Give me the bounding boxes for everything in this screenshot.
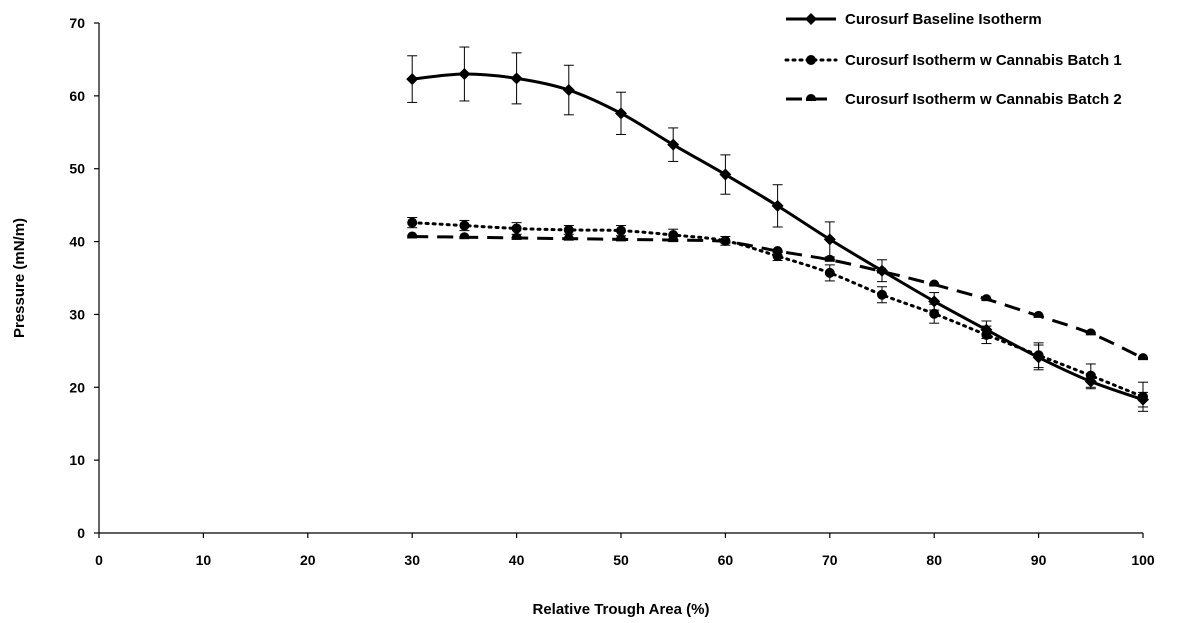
data-point — [1085, 370, 1096, 381]
x-tick-label: 30 — [404, 552, 420, 568]
data-point — [668, 235, 679, 241]
data-point — [459, 220, 470, 231]
data-point-base — [772, 250, 783, 254]
data-point — [824, 267, 835, 278]
data-point-base — [929, 283, 940, 287]
data-point — [511, 223, 522, 234]
data-point — [981, 294, 992, 300]
data-point — [459, 232, 470, 238]
y-axis-title: Pressure (mN/m) — [11, 218, 28, 338]
legend: Curosurf Baseline Isotherm Curosurf Isoth… — [784, 11, 1122, 108]
legend-marker — [805, 13, 817, 25]
data-point — [1138, 353, 1148, 359]
data-point — [929, 279, 940, 285]
data-point — [981, 329, 992, 340]
data-point — [719, 168, 732, 181]
x-tick-label: 70 — [822, 552, 838, 568]
data-point — [1138, 391, 1148, 402]
x-tick-label: 100 — [1131, 552, 1155, 568]
data-point-base — [1033, 314, 1044, 318]
y-tick-label: 60 — [69, 88, 85, 104]
series-line — [410, 221, 1145, 399]
y-tick-label: 40 — [69, 234, 85, 250]
data-point-base — [720, 240, 731, 244]
x-tick-label: 20 — [300, 552, 316, 568]
x-tick-label: 90 — [1031, 552, 1047, 568]
data-point — [772, 251, 783, 262]
series-3 — [407, 231, 1148, 361]
x-tick-label: 60 — [718, 552, 734, 568]
data-point — [1085, 328, 1096, 334]
y-tick-label: 10 — [69, 452, 85, 468]
data-point — [772, 246, 783, 252]
data-point — [877, 289, 887, 300]
legend-item-2: Curosurf Isotherm w Cannabis Batch 1 — [784, 52, 1122, 69]
data-point — [615, 107, 627, 120]
data-point — [824, 254, 835, 260]
x-tick-label: 50 — [613, 552, 629, 568]
data-point — [771, 199, 784, 212]
data-point — [616, 234, 626, 240]
y-tick-label: 30 — [69, 306, 85, 322]
data-point — [407, 217, 418, 228]
legend-item-3: Curosurf Isotherm w Cannabis Batch 2 — [786, 91, 1122, 108]
data-point — [407, 231, 418, 237]
data-point — [1033, 310, 1044, 316]
data-point-base — [1085, 332, 1096, 336]
data-point-base — [407, 235, 418, 239]
y-tick-label: 20 — [69, 379, 85, 395]
legend-marker — [806, 94, 816, 99]
data-point-base — [563, 237, 574, 241]
data-point — [458, 68, 471, 80]
data-point-base — [511, 236, 522, 240]
legend-item-1: Curosurf Baseline Isotherm — [786, 11, 1042, 28]
data-point-base — [1138, 357, 1148, 361]
data-point — [563, 224, 574, 235]
x-tick-label: 10 — [196, 552, 212, 568]
legend-label: Curosurf Isotherm w Cannabis Batch 1 — [845, 52, 1122, 69]
data-point — [616, 225, 626, 236]
data-point — [929, 308, 940, 319]
legend-label: Curosurf Baseline Isotherm — [845, 11, 1042, 28]
data-point — [720, 236, 731, 242]
data-point-base — [459, 236, 470, 240]
data-point — [1033, 350, 1044, 361]
legend-label: Curosurf Isotherm w Cannabis Batch 2 — [845, 91, 1122, 108]
x-tick-label: 80 — [926, 552, 942, 568]
axes: 0 10 20 30 40 50 60 70 0 10 20 30 40 50 60 70 80 90 100 — [69, 15, 1154, 568]
y-tick-label: 0 — [77, 525, 85, 541]
data-point — [510, 72, 523, 85]
series-layer — [406, 46, 1149, 412]
data-point-base — [981, 298, 992, 302]
x-tick-label: 0 — [95, 552, 103, 568]
data-point — [667, 138, 680, 151]
x-axis-title: Relative Trough Area (%) — [533, 601, 710, 618]
data-point — [563, 233, 574, 239]
data-point — [877, 266, 887, 272]
data-point — [562, 84, 575, 97]
data-point-base — [668, 239, 679, 243]
y-tick-label: 70 — [69, 15, 85, 31]
data-point-base — [616, 238, 626, 242]
data-point — [823, 233, 836, 246]
legend-marker — [806, 55, 816, 65]
data-point-base — [824, 258, 835, 262]
data-point-base — [877, 270, 887, 274]
x-tick-label: 40 — [509, 552, 525, 568]
data-point — [511, 232, 522, 238]
legend-marker-base — [806, 98, 816, 101]
data-point — [406, 73, 419, 86]
y-tick-label: 50 — [69, 161, 85, 177]
